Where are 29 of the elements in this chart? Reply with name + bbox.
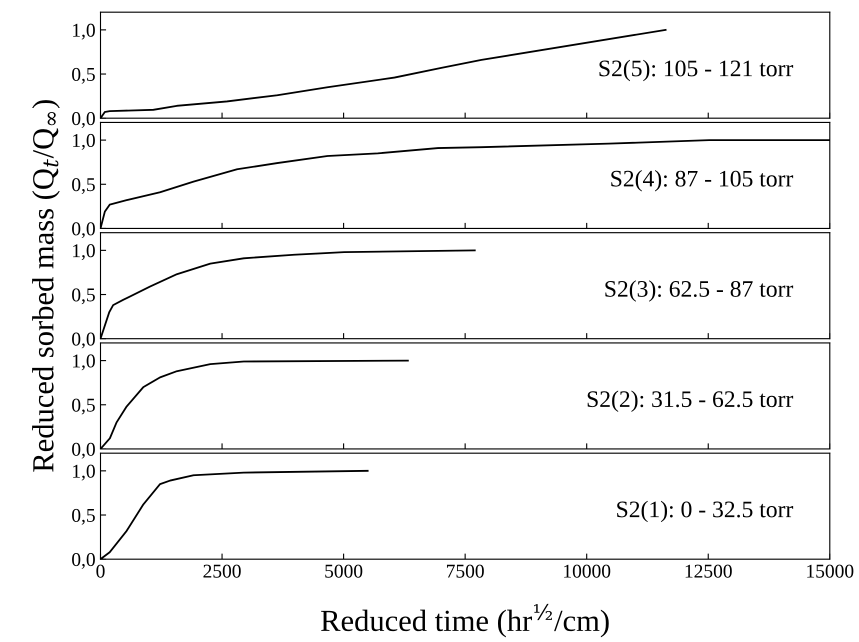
- annotation: S2(5): 105 - 121 torr: [599, 60, 794, 82]
- y-tick-label: 0,5: [72, 508, 95, 525]
- annotation: S2(2): 31.5 - 62.5 torr: [588, 390, 794, 412]
- y-tick-label: 1,0: [73, 354, 95, 370]
- y-tick-label: 0,5: [72, 178, 95, 194]
- y-tick-label: 1,0: [73, 464, 95, 481]
- x-tick-label: 5000: [325, 564, 362, 578]
- x-tick-label: 15000: [807, 564, 854, 578]
- y-tick-label: 1,0: [73, 134, 95, 150]
- annotation: S2(4): 87 - 105 torr: [611, 170, 794, 192]
- annotation: S2(1): 0 - 32.5 torr: [617, 500, 794, 522]
- x-tick-label: 12500: [686, 564, 732, 578]
- x-tick-label: 2500: [203, 564, 241, 578]
- x-tick-label: 0: [96, 564, 105, 578]
- x-tick-label: 7500: [446, 564, 484, 578]
- x-axis-title: Reduced time (hr$^{½}$/cm): [321, 604, 609, 638]
- y-tick-label: 0,0: [72, 553, 95, 569]
- x-tick-label: 10000: [564, 564, 610, 578]
- y-tick-label: 0,5: [72, 288, 95, 304]
- y-tick-label: 0,5: [72, 68, 95, 84]
- y-tick-label: 0,0: [72, 442, 95, 459]
- y-tick-label: 0,0: [72, 222, 95, 238]
- y-tick-label: 1,0: [73, 24, 95, 40]
- y-tick-label: 0,5: [72, 398, 95, 415]
- annotation: S2(3): 62.5 - 87 torr: [605, 280, 794, 302]
- y-tick-label: 0,0: [72, 112, 95, 128]
- y-tick-label: 1,0: [73, 244, 95, 260]
- y-tick-label: 0,0: [72, 332, 95, 348]
- y-axis-title: Reduced sorbed mass (Q$_{t}$/Q$_{∞}$): [32, 100, 60, 472]
